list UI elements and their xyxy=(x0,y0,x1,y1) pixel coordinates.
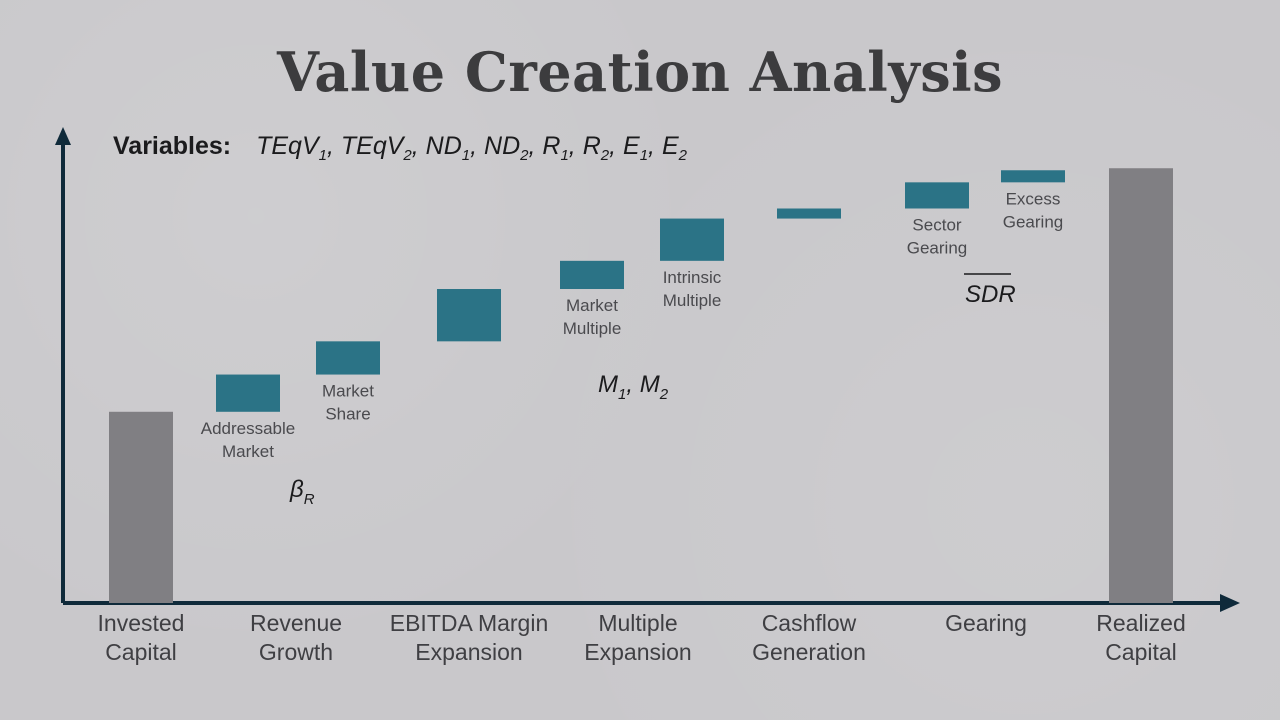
waterfall-bar xyxy=(777,208,841,219)
bar-data-label: Addressable Market xyxy=(201,419,296,461)
y-axis-arrow-icon xyxy=(55,127,71,145)
bar-data-label: Market Share xyxy=(322,382,374,424)
chart-annotations: βR M1, M2 SDR xyxy=(289,273,1016,508)
bar-data-label: Excess Gearing xyxy=(1003,189,1063,231)
x-tick-label: Cashflow Generation xyxy=(752,610,866,665)
waterfall-bar xyxy=(437,289,501,342)
variables-list: TEqV1, TEqV2, ND1, ND2, R1, R2, E1, E2 xyxy=(256,132,687,164)
bar-data-label: Market Multiple xyxy=(563,296,622,338)
page-title: Value Creation Analysis xyxy=(276,40,1004,104)
waterfall-bar xyxy=(560,260,624,290)
formula-annotation: M1, M2 xyxy=(598,371,669,403)
bar-data-label: Intrinsic Multiple xyxy=(663,268,722,310)
variable-item: ND1 xyxy=(425,132,471,164)
formula-annotation: βR xyxy=(289,476,315,508)
waterfall-bar xyxy=(216,374,280,412)
variable-item: TEqV1 xyxy=(256,132,327,164)
formula-annotation: SDR xyxy=(965,281,1016,308)
waterfall-bar xyxy=(316,341,380,375)
chart-axes xyxy=(55,127,1240,612)
chart-bars xyxy=(109,168,1173,603)
x-tick-label: EBITDA Margin Expansion xyxy=(390,610,549,665)
x-tick-label: Invested Capital xyxy=(98,610,185,665)
waterfall-bar xyxy=(905,182,969,209)
variable-item: TEqV2 xyxy=(340,132,412,164)
variable-item: ND2 xyxy=(484,132,529,164)
waterfall-bar xyxy=(109,411,173,603)
chart-bar-labels: Addressable Market Market Share Market Multip… xyxy=(201,189,1064,460)
variable-item: E1 xyxy=(623,132,649,164)
x-axis-arrow-icon xyxy=(1220,594,1240,612)
variable-item: R1 xyxy=(542,132,569,164)
x-tick-label: Gearing xyxy=(945,610,1027,636)
variables-label: Variables: xyxy=(113,132,232,160)
x-tick-label: Multiple Expansion xyxy=(584,610,691,665)
waterfall-bar xyxy=(1001,170,1065,183)
x-tick-label: Revenue Growth xyxy=(250,610,342,665)
variables-line: Variables: TEqV1, TEqV2, ND1, ND2, R1, R… xyxy=(113,132,687,164)
bar-data-label: Sector Gearing xyxy=(907,215,967,257)
x-tick-label: Realized Capital xyxy=(1096,610,1186,665)
chart-category-labels: Invested Capital Revenue Growth EBITDA Margi… xyxy=(98,610,1186,665)
variable-item: E2 xyxy=(661,132,687,164)
waterfall-bar xyxy=(660,218,724,261)
waterfall-bar xyxy=(1109,168,1173,603)
variable-item: R2 xyxy=(582,132,610,164)
